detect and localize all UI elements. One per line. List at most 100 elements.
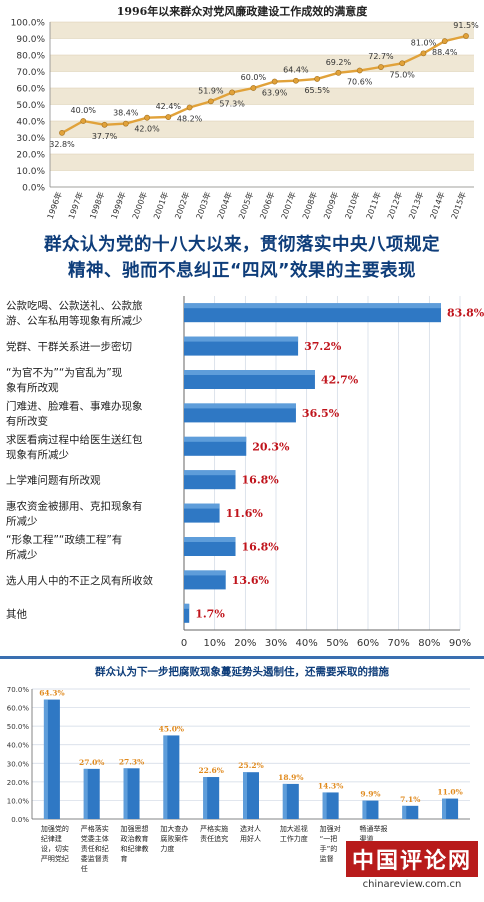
effect-category-label: 门难进、脸难看、事难办现象: [6, 399, 143, 412]
effects-chart-title-line-1: 群众认为党的十八大以来，贯彻落实中央八项规定: [44, 235, 440, 255]
measure-category-label: 责任和纪: [81, 844, 109, 853]
x-tick-label: 2010年: [342, 190, 361, 220]
measure-value-label: 45.0%: [159, 724, 184, 733]
data-point: [186, 104, 193, 111]
data-label: 72.7%: [368, 52, 394, 61]
measure-category-label: 任: [81, 864, 88, 873]
y-tick-label: 30.0%: [7, 760, 30, 768]
data-label: 64.4%: [283, 66, 309, 75]
x-tick-label: 2008年: [300, 190, 319, 220]
y-tick-label: 30.0%: [16, 134, 45, 144]
measure-category-label: 加大巡视: [280, 824, 308, 833]
x-tick-label: 2014年: [428, 190, 447, 220]
measure-value-label: 64.3%: [39, 689, 64, 698]
effect-category-label: 有所改变: [6, 414, 48, 427]
data-point: [229, 89, 236, 96]
effect-category-label: 选人用人中的不正之风有所收敛: [6, 574, 153, 587]
measure-category-label: 加强党的: [41, 824, 69, 833]
measure-bar-highlight: [402, 805, 407, 819]
effect-value-label: 16.8%: [242, 541, 280, 554]
data-label: 65.5%: [304, 86, 330, 95]
effect-category-label: 现象有所减少: [6, 448, 69, 461]
measure-category-label: 政治教育: [121, 834, 149, 843]
effect-category-label: 所减少: [6, 549, 38, 561]
measure-value-label: 25.2%: [238, 761, 263, 770]
measures-bar-chart: 群众认为下一步把腐败现象蔓延势头遏制住，还需要采取的措施 0.0% 10.0% 20.…: [7, 665, 470, 873]
effect-category-label: “为官不为”“为官乱为”现: [6, 366, 123, 379]
effect-value-label: 11.6%: [226, 507, 264, 520]
measure-category-label: 责任追究: [200, 834, 228, 843]
data-point: [420, 50, 427, 57]
x-tick-label: 2006年: [257, 190, 276, 220]
data-point: [356, 67, 363, 74]
y-tick-label: 0.0%: [11, 816, 29, 824]
data-point: [292, 77, 299, 84]
measure-category-label: 手”的: [320, 844, 338, 853]
x-tick-label: 80%: [418, 638, 440, 649]
data-point: [165, 114, 172, 120]
x-tick-label: 2003年: [194, 190, 213, 220]
data-label: 42.4%: [156, 102, 182, 111]
effect-value-label: 42.7%: [321, 374, 359, 387]
measure-value-label: 18.9%: [278, 773, 303, 782]
measure-value-label: 9.9%: [360, 790, 380, 799]
y-tick-label: 40.0%: [16, 118, 45, 128]
effect-bar: [184, 603, 190, 623]
measure-value-label: 14.3%: [318, 781, 343, 790]
measure-category-label: 严格实施: [200, 824, 228, 833]
measure-category-label: 选对人: [240, 824, 261, 833]
data-point: [80, 118, 87, 124]
grid-band: [50, 55, 474, 72]
data-label: 48.2%: [177, 114, 203, 123]
data-point: [271, 78, 278, 85]
measure-category-label: “一把: [320, 834, 338, 843]
x-tick-label: 60%: [357, 638, 379, 649]
measure-bar-highlight: [322, 792, 327, 819]
x-tick-label: 2013年: [406, 190, 425, 220]
y-tick-label: 70.0%: [16, 68, 45, 78]
effect-value-label: 1.7%: [195, 607, 225, 620]
effect-category-label: 惠农资金被挪用、克扣现象有: [6, 500, 143, 513]
measure-category-label: 工作力度: [280, 834, 308, 843]
measure-category-label: 严格落实: [81, 824, 109, 833]
measure-category-label: 加大查办: [160, 824, 188, 833]
data-label: 81.0%: [411, 38, 437, 47]
measure-category-label: 党委主体: [81, 834, 109, 843]
data-label: 60.0%: [241, 73, 267, 82]
data-label: 57.3%: [219, 99, 245, 108]
effect-category-label: 党群、干群关系进一步密切: [6, 340, 132, 353]
watermark-url: chinareview.com.cn: [362, 879, 462, 890]
measure-bar-highlight: [442, 798, 447, 819]
x-tick-label: 40%: [296, 638, 318, 649]
effect-value-label: 37.2%: [304, 340, 342, 353]
effect-bar-highlight: [184, 570, 226, 576]
effect-bar-highlight: [184, 436, 247, 442]
data-point: [101, 121, 108, 128]
measure-bar-highlight: [203, 777, 208, 819]
measure-category-label: 设，切实: [41, 844, 69, 853]
y-tick-label: 20.0%: [7, 779, 30, 787]
effect-category-label: 所减少: [6, 516, 38, 528]
data-point: [463, 33, 469, 39]
x-tick-label: 2002年: [172, 190, 191, 220]
x-tick-label: 2007年: [279, 190, 298, 220]
x-tick-label: 10%: [204, 638, 226, 649]
data-point: [399, 60, 406, 67]
y-tick-label: 100.0%: [11, 19, 46, 29]
measure-bar-highlight: [243, 772, 247, 819]
effect-bar-highlight: [184, 503, 220, 509]
effect-category-label: 公款吃喝、公款送礼、公款旅: [6, 299, 143, 312]
effect-bar-highlight: [184, 403, 296, 409]
measure-category-label: 加强对: [320, 824, 341, 833]
y-tick-label: 50.0%: [7, 723, 30, 731]
measure-bar-highlight: [362, 800, 367, 819]
effect-bar-highlight: [184, 370, 315, 375]
data-point: [250, 85, 257, 91]
measure-value-label: 27.0%: [79, 758, 104, 767]
effect-category-label: 求医看病过程中给医生送红包: [6, 433, 143, 446]
measure-category-label: 腐败案件: [160, 834, 188, 843]
data-label: 75.0%: [389, 70, 415, 79]
measure-category-label: 力度: [160, 844, 174, 853]
measure-category-label: 纪律建: [41, 834, 62, 843]
effect-bar-highlight: [184, 537, 236, 542]
